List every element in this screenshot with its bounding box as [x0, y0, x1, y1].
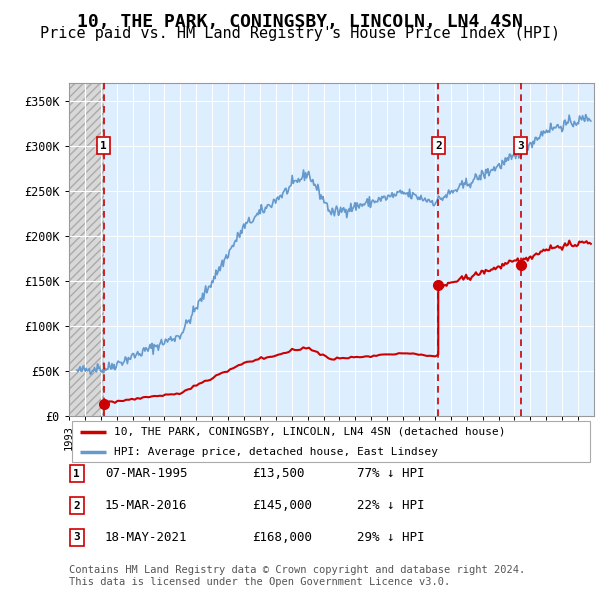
Text: Price paid vs. HM Land Registry's House Price Index (HPI): Price paid vs. HM Land Registry's House … [40, 26, 560, 41]
Text: 1: 1 [100, 140, 107, 150]
Text: Contains HM Land Registry data © Crown copyright and database right 2024.
This d: Contains HM Land Registry data © Crown c… [69, 565, 525, 587]
Text: 3: 3 [517, 140, 524, 150]
Text: 18-MAY-2021: 18-MAY-2021 [105, 531, 187, 544]
Text: 29% ↓ HPI: 29% ↓ HPI [357, 531, 425, 544]
Bar [69, 83, 104, 416]
FancyBboxPatch shape [71, 421, 590, 462]
Text: £145,000: £145,000 [252, 499, 312, 512]
Text: 10, THE PARK, CONINGSBY, LINCOLN, LN4 4SN: 10, THE PARK, CONINGSBY, LINCOLN, LN4 4S… [77, 13, 523, 31]
Text: HPI: Average price, detached house, East Lindsey: HPI: Average price, detached house, East… [113, 447, 437, 457]
Text: 22% ↓ HPI: 22% ↓ HPI [357, 499, 425, 512]
Text: 07-MAR-1995: 07-MAR-1995 [105, 467, 187, 480]
Text: 3: 3 [73, 533, 80, 542]
Text: £13,500: £13,500 [252, 467, 305, 480]
Text: 77% ↓ HPI: 77% ↓ HPI [357, 467, 425, 480]
Text: £168,000: £168,000 [252, 531, 312, 544]
Text: 2: 2 [435, 140, 442, 150]
Text: 15-MAR-2016: 15-MAR-2016 [105, 499, 187, 512]
Text: 10, THE PARK, CONINGSBY, LINCOLN, LN4 4SN (detached house): 10, THE PARK, CONINGSBY, LINCOLN, LN4 4S… [113, 427, 505, 437]
Text: 2: 2 [73, 501, 80, 510]
Text: 1: 1 [73, 469, 80, 478]
